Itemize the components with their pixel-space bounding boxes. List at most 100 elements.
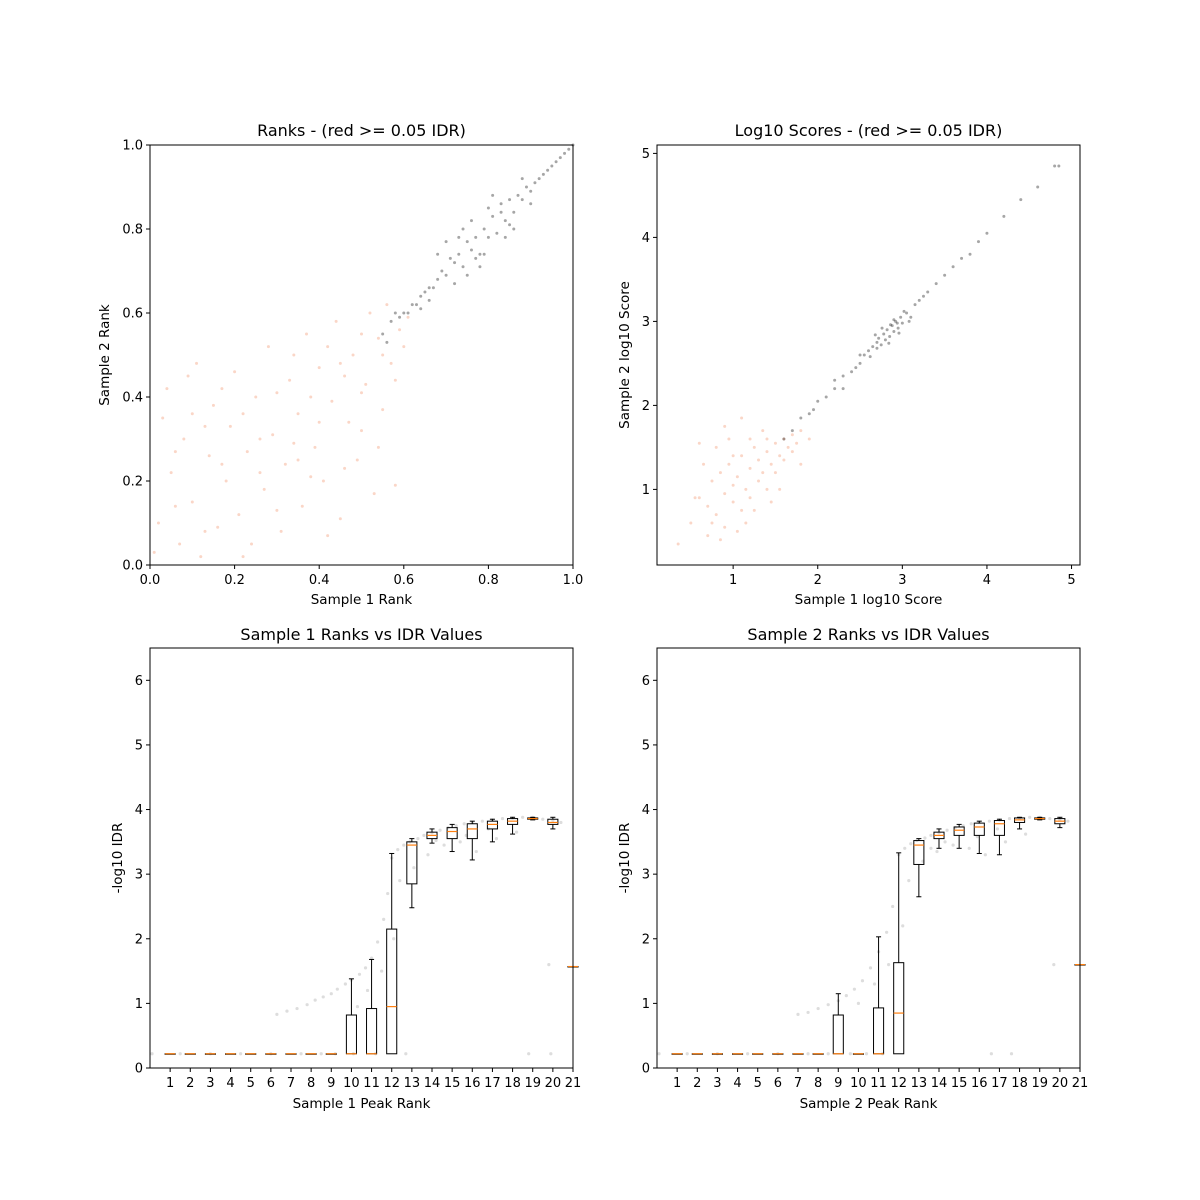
scatter-point-pass (419, 294, 423, 298)
scatter-point-pass (550, 164, 554, 168)
scatter-point-fail (748, 496, 752, 500)
sample2-idr-marks (657, 815, 1086, 1056)
x-tick-label: 9 (834, 1076, 842, 1091)
idr-point (380, 969, 384, 973)
scatter-point-fail (727, 462, 731, 466)
idr-point (549, 1052, 553, 1056)
y-tick-label: 1 (135, 997, 143, 1012)
scatter-point-fail (702, 462, 706, 466)
scatter-point-fail (330, 399, 334, 403)
x-tick-label: 21 (565, 1076, 582, 1091)
idr-point (826, 1052, 830, 1056)
scatter-point-pass (461, 227, 465, 231)
scatter-point-pass (508, 223, 512, 227)
scatter-point-fail (309, 395, 313, 399)
y-tick-label: 5 (642, 147, 650, 162)
idr-point (856, 1001, 861, 1005)
idr-point (239, 1052, 243, 1056)
idr-point (458, 840, 462, 844)
x-tick-label: 4 (226, 1076, 234, 1091)
scatter-point-pass (879, 343, 883, 347)
idr-point (474, 849, 478, 854)
scatter-point-pass (812, 408, 816, 412)
idr-point (995, 827, 1000, 831)
scatter-point-pass (858, 361, 862, 365)
scatter-point-pass (448, 256, 452, 260)
x-tick-label: 7 (794, 1076, 802, 1091)
scatter-point-pass (554, 160, 558, 164)
x-tick-label: 16 (971, 1076, 988, 1091)
x-tick-label: 11 (363, 1076, 380, 1091)
scatter-point-fail (195, 361, 199, 365)
idr-point (321, 995, 325, 999)
scatter-point-pass (491, 193, 495, 197)
scatter-point-fail (266, 345, 270, 349)
scatter-point-pass (909, 315, 913, 319)
idr-point (343, 982, 347, 986)
scatter-point-fail (275, 391, 279, 395)
x-tick-label: 12 (383, 1076, 400, 1091)
scatter-point-pass (436, 252, 440, 256)
scatter-point-pass (381, 332, 385, 336)
sample1-idr-marks (150, 815, 579, 1056)
box-body (547, 818, 559, 825)
scatter-point-pass (902, 309, 906, 313)
scatter-point-pass (905, 311, 909, 315)
scatter-point-pass (516, 193, 520, 197)
scatter-point-fail (241, 412, 245, 416)
idr-point (494, 837, 499, 841)
scatter-point-fail (723, 525, 727, 529)
scatter-point-pass (889, 323, 892, 327)
x-tick-label: 11 (870, 1076, 887, 1091)
idr-point (951, 843, 955, 847)
scatter-point-pass (868, 355, 872, 359)
scatter-point-fail (360, 391, 363, 395)
scatter-point-fail (309, 475, 313, 479)
sample1-x-axis-label: Sample 1 Peak Rank (293, 1096, 431, 1112)
scatter-point-fail (706, 534, 710, 538)
scatter-point-pass (529, 202, 533, 206)
idr-point (860, 979, 865, 983)
idr-point (806, 1010, 810, 1015)
scatter-point-fail (799, 462, 803, 466)
idr-point (480, 819, 484, 823)
idr-point (935, 849, 939, 854)
scatter-point-pass (410, 303, 414, 307)
scores-y-axis-ticks: 1 2 3 4 5 (642, 147, 657, 498)
scatter-point-pass (508, 198, 512, 202)
scatter-point-fail (398, 328, 402, 332)
y-tick-label: 0.0 (122, 559, 143, 574)
ranks-scatter-points (152, 143, 575, 559)
sample2-idr-panel: 1 2 3 4 5 6 7 8 9 10 11 12 13 14 15 16 17 18 19 20 21 012345… (617, 625, 1088, 1112)
scatter-point-fail (199, 555, 203, 559)
scatter-point-fail (351, 353, 355, 357)
y-tick-label: 5 (135, 738, 143, 753)
scatter-point-pass (465, 240, 469, 244)
box-body (386, 928, 398, 1055)
y-tick-label: 3 (642, 315, 650, 330)
scatter-point-pass (807, 412, 811, 416)
scatter-point-pass (414, 303, 418, 307)
scatter-point-fail (182, 437, 186, 441)
scatter-point-fail (283, 462, 287, 466)
idr-point (329, 992, 333, 996)
scatter-point-fail (778, 487, 782, 491)
scatter-point-fail (364, 382, 368, 386)
scatter-point-fail (372, 492, 376, 496)
scatter-point-pass (567, 147, 571, 151)
scatter-point-fail (689, 521, 693, 525)
scatter-point-fail (343, 466, 347, 470)
y-tick-label: 4 (135, 803, 143, 818)
y-tick-label: 3 (642, 868, 650, 883)
scatter-point-pass (512, 210, 516, 214)
scatter-point-pass (427, 298, 431, 302)
scatter-point-pass (1053, 164, 1057, 168)
scatter-point-fail (710, 521, 714, 525)
sample2-plot-frame (656, 647, 1081, 1069)
idr-point (422, 833, 426, 837)
ranks-x-axis-ticks: 0.0 0.2 0.4 0.6 0.8 1.0 (140, 565, 583, 588)
x-tick-label: 1 (729, 573, 737, 588)
x-tick-label: 15 (951, 1076, 968, 1091)
idr-point (547, 963, 551, 967)
